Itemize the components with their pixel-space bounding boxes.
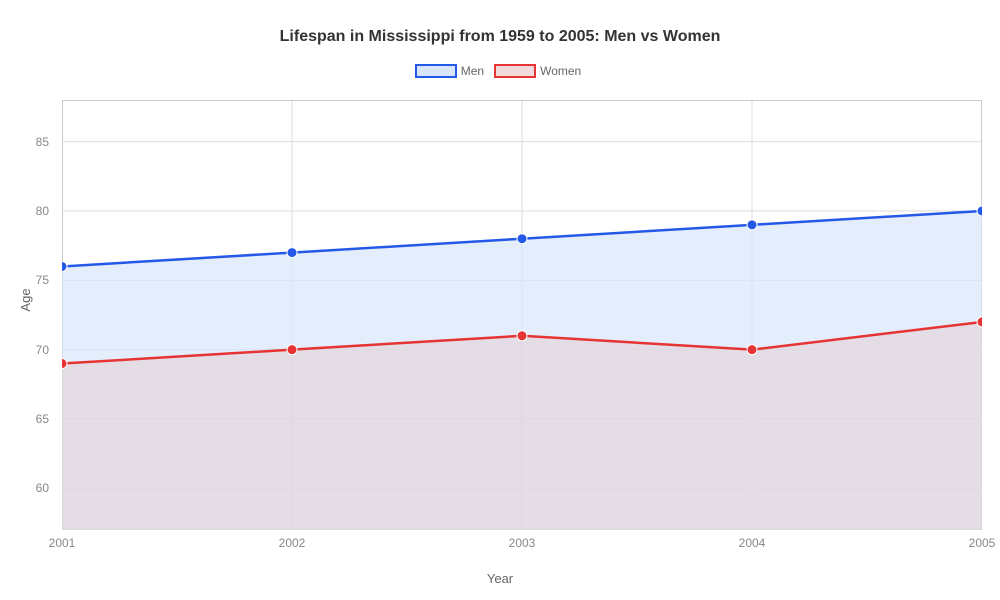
legend-item-women[interactable]: Women [494, 64, 585, 78]
legend-label-men: Men [461, 64, 484, 78]
y-tick-label: 80 [36, 204, 49, 218]
legend: Men Women [0, 64, 1000, 78]
y-tick-labels: 60 65 70 75 80 85 [0, 100, 55, 530]
legend-swatch-men [415, 64, 457, 78]
x-tick-label: 2001 [49, 536, 76, 550]
chart-title: Lifespan in Mississippi from 1959 to 200… [0, 0, 1000, 46]
y-tick-label: 60 [36, 481, 49, 495]
x-tick-labels: 20012002200320042005 [62, 536, 982, 556]
x-tick-label: 2003 [509, 536, 536, 550]
legend-item-men[interactable]: Men [415, 64, 488, 78]
x-tick-label: 2002 [279, 536, 306, 550]
y-tick-label: 75 [36, 273, 49, 287]
plot-area [62, 100, 982, 530]
y-tick-label: 85 [36, 135, 49, 149]
x-tick-label: 2005 [969, 536, 996, 550]
x-axis-label: Year [487, 571, 513, 586]
legend-label-women: Women [540, 64, 581, 78]
legend-swatch-women [494, 64, 536, 78]
chart-container: Lifespan in Mississippi from 1959 to 200… [0, 0, 1000, 600]
x-tick-label: 2004 [739, 536, 766, 550]
y-tick-label: 70 [36, 343, 49, 357]
y-tick-label: 65 [36, 412, 49, 426]
chart-svg [62, 100, 982, 530]
